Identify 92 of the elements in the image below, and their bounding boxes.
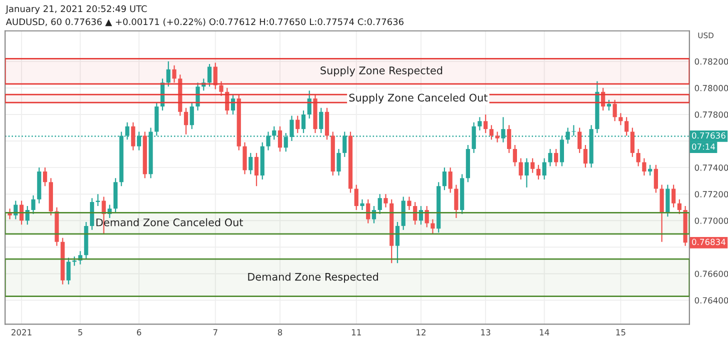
candlestick	[336, 148, 341, 176]
candlestick	[278, 126, 282, 152]
x-tick-label: 6	[136, 329, 142, 336]
candlestick	[207, 63, 212, 88]
x-tick-label: 11	[352, 329, 361, 336]
candlestick	[448, 166, 452, 194]
candlestick	[672, 184, 676, 208]
candlestick	[554, 148, 558, 167]
candlestick	[213, 62, 218, 90]
candlestick	[442, 166, 447, 191]
y-tick-label: 0.77000	[694, 218, 728, 224]
candlestick	[542, 158, 546, 180]
x-tick-label: 12	[416, 329, 426, 336]
candlestick	[72, 256, 76, 266]
x-tick-label: 7	[213, 329, 218, 336]
candlestick	[272, 126, 276, 140]
candlestick	[354, 184, 358, 211]
y-tick-label: 0.78000	[694, 84, 728, 92]
candlestick	[518, 158, 523, 180]
candlestick	[666, 184, 670, 218]
candlestick	[636, 148, 640, 167]
candlestick	[489, 124, 494, 140]
candlestick	[407, 196, 412, 211]
candlestick	[507, 124, 512, 154]
candlestick	[618, 112, 623, 126]
candlestick	[536, 164, 541, 180]
candlestick	[648, 164, 652, 176]
candlestick	[301, 110, 306, 134]
candlestick	[612, 99, 617, 122]
x-tick-label: 2021	[12, 329, 32, 336]
annotation: 0.76834	[692, 238, 726, 246]
candlestick	[31, 194, 36, 215]
candlestick	[230, 94, 236, 116]
candlestick	[66, 257, 71, 285]
candlestick	[378, 194, 382, 215]
x-tick-label: 15	[616, 329, 626, 336]
y-tick-label: 0.77200	[694, 191, 728, 198]
candlestick	[454, 184, 458, 219]
candlestick	[184, 107, 188, 135]
candlestick	[583, 144, 588, 168]
candlestick	[578, 127, 582, 154]
candlestick	[512, 144, 518, 167]
x-tick-label: 8	[278, 329, 282, 336]
candlestick	[254, 152, 259, 187]
y-tick-label: 0.77400	[694, 164, 728, 171]
x-tick-label: 14	[540, 329, 550, 336]
y-tick-label: 0.78200	[694, 58, 728, 65]
candlestick	[395, 221, 400, 264]
candlestick	[548, 148, 552, 167]
band-label: Supply Zone Canceled Out	[349, 94, 488, 104]
candlestick	[624, 116, 629, 136]
candlestick	[654, 164, 658, 194]
x-tick-label: 5	[78, 329, 82, 336]
candlestick	[190, 102, 194, 130]
band-label: Supply Zone Respected	[320, 66, 442, 76]
candlestick	[524, 158, 529, 188]
candlestick	[384, 194, 388, 208]
y-tick-label: 0.76600	[694, 270, 728, 277]
candlestick	[530, 158, 535, 174]
candlestick	[166, 60, 170, 88]
candlestick	[242, 142, 247, 175]
candlestick	[307, 90, 312, 120]
candlestick	[660, 184, 664, 242]
candlestick	[572, 124, 576, 136]
y-tick-label: 0.76400	[694, 297, 728, 304]
candlestick	[319, 107, 324, 134]
candlestick	[324, 107, 330, 140]
candlestick	[495, 131, 500, 143]
chart-subtitle: AUDUSD, 60 0.77636 ▲ +0.00171 (+0.22%) O:0.77612 H:0.77650 L:0.77574 C:0.77636	[6, 18, 404, 26]
candlestick	[430, 218, 435, 234]
y-tick-label: 0.77800	[694, 111, 728, 118]
x-tick-label: 13	[481, 329, 490, 336]
candlestick	[196, 82, 200, 112]
ref-line-label: 0.77636	[692, 132, 726, 139]
candlestick	[96, 194, 100, 207]
candlestick	[484, 114, 488, 134]
candlestick	[677, 198, 682, 215]
candlestick	[296, 115, 300, 134]
candlestick	[42, 166, 48, 187]
candlestick	[219, 80, 224, 96]
candlestick	[478, 116, 482, 131]
chart-title: January 21, 2021 20:52:49 UTC	[5, 5, 147, 14]
band-label: Demand Zone Respected	[248, 272, 378, 283]
candlestick	[360, 198, 364, 211]
text: 07:14	[692, 143, 716, 150]
candlestick	[248, 152, 253, 175]
candlestick	[630, 127, 634, 158]
candlestick	[131, 122, 136, 151]
candlestick	[606, 99, 611, 112]
candlestick	[172, 64, 176, 84]
candlestick	[642, 158, 646, 176]
candlestick	[90, 198, 94, 230]
